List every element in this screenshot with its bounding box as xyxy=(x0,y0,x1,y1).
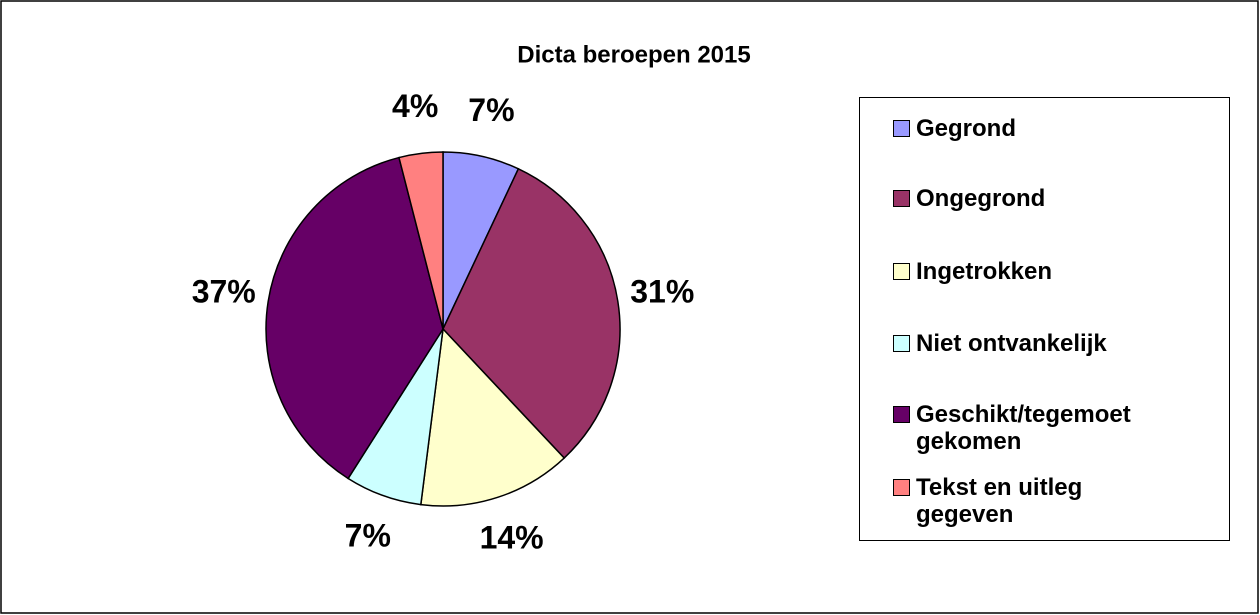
legend-label: Niet ontvankelijk xyxy=(916,330,1107,357)
legend-swatch xyxy=(893,190,910,207)
legend: Gegrond Ongegrond Ingetrokken Niet ontvanke… xyxy=(859,97,1230,541)
legend-swatch xyxy=(893,406,910,423)
legend-label: Gegrond xyxy=(916,115,1016,142)
pie-slice xyxy=(398,151,444,330)
legend-swatch xyxy=(893,263,910,280)
legend-entry: Niet ontvankelijk xyxy=(893,330,1186,357)
legend-swatch xyxy=(893,120,910,137)
data-label: 7% xyxy=(345,517,391,553)
legend-entry: Ongegrond xyxy=(893,185,1186,212)
data-label: 14% xyxy=(480,520,544,556)
chart-title: Dicta beroepen 2015 xyxy=(517,41,750,68)
data-label: 31% xyxy=(630,274,694,310)
pie-slice xyxy=(265,156,444,480)
legend-entry: Tekst en uitleg gegeven xyxy=(893,474,1186,528)
legend-entry: Ingetrokken xyxy=(893,258,1186,285)
data-label: 37% xyxy=(192,274,256,310)
data-label: 7% xyxy=(468,92,514,128)
data-label: 4% xyxy=(392,88,438,124)
legend-entry: Geschikt/tegemoet gekomen xyxy=(893,401,1186,455)
legend-entry: Gegrond xyxy=(893,115,1186,142)
legend-label: Ongegrond xyxy=(916,185,1046,212)
legend-label: Ingetrokken xyxy=(916,258,1053,285)
legend-swatch xyxy=(893,335,910,352)
legend-label: Geschikt/tegemoet gekomen xyxy=(916,401,1131,455)
pie-slice xyxy=(419,327,566,507)
legend-swatch xyxy=(893,479,910,496)
pie-slice xyxy=(442,167,621,460)
legend-label: Tekst en uitleg gegeven xyxy=(916,474,1083,528)
